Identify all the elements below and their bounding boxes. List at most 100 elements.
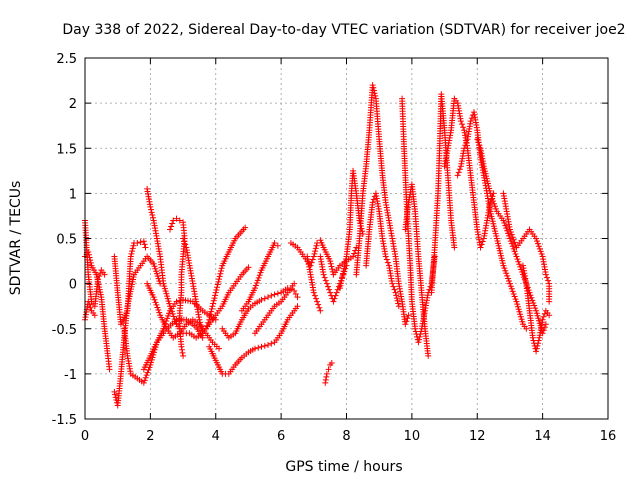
data-point [167, 305, 174, 312]
data-point [208, 308, 215, 315]
data-point [148, 206, 155, 213]
data-point [112, 391, 119, 398]
data-point [391, 286, 398, 293]
data-point [416, 333, 423, 340]
data-point [128, 250, 135, 257]
data-point [210, 297, 217, 304]
data-point [86, 301, 93, 308]
data-point [261, 295, 268, 302]
data-point [490, 198, 497, 205]
x-tick-label: 14 [534, 429, 551, 444]
data-point [537, 248, 544, 255]
data-point [532, 305, 539, 312]
data-point [217, 267, 224, 274]
data-point [533, 235, 540, 242]
data-point [510, 236, 517, 243]
data-point [461, 145, 468, 152]
series-arc-12 [206, 303, 301, 377]
data-point [141, 377, 148, 384]
data-point [96, 273, 103, 280]
data-point [169, 220, 176, 227]
data-point [251, 345, 258, 352]
series-arc-14 [238, 240, 281, 314]
data-point [538, 250, 545, 257]
data-point [511, 248, 518, 255]
data-point [321, 274, 328, 281]
data-point [323, 280, 330, 287]
data-point [416, 336, 423, 343]
data-point [500, 217, 507, 224]
data-point [519, 318, 526, 325]
grid-lines [85, 58, 608, 419]
data-point [506, 278, 513, 285]
data-point [214, 281, 221, 288]
data-point [528, 294, 535, 301]
y-tick-label: 0.5 [56, 233, 77, 248]
data-point [405, 312, 412, 319]
data-point [501, 220, 508, 227]
data-point [393, 295, 400, 302]
data-point [536, 245, 543, 252]
data-point [533, 310, 540, 317]
data-point [509, 243, 516, 250]
data-point [151, 296, 158, 303]
data-point [505, 275, 512, 282]
data-point [491, 200, 498, 207]
data-point [533, 345, 540, 352]
data-point [255, 274, 262, 281]
data-point [198, 324, 205, 331]
data-point [328, 360, 335, 367]
data-point [545, 277, 552, 284]
x-tick-label: 8 [342, 429, 350, 444]
data-point [170, 313, 177, 320]
data-point [415, 339, 422, 346]
data-point [180, 352, 187, 359]
data-point [258, 296, 265, 303]
data-point [163, 318, 170, 325]
data-point [152, 299, 159, 306]
series-arc-24 [402, 181, 432, 359]
data-point [181, 238, 188, 245]
data-point [140, 238, 147, 245]
data-point [476, 142, 483, 149]
data-point [161, 283, 168, 290]
data-point [211, 295, 218, 302]
data-point [214, 284, 221, 291]
data-point [511, 293, 518, 300]
data-point [312, 245, 319, 252]
data-point [533, 307, 540, 314]
data-point [154, 304, 161, 311]
data-point [529, 334, 536, 341]
data-point [478, 241, 485, 248]
data-point [425, 352, 432, 359]
data-point [294, 303, 301, 310]
data-point [542, 321, 549, 328]
data-point [390, 283, 397, 290]
data-point [106, 366, 113, 373]
data-point [509, 288, 516, 295]
data-point [196, 316, 203, 323]
y-tick-label: 1.5 [56, 142, 77, 157]
data-point [155, 307, 162, 314]
data-point [326, 286, 333, 293]
data-point [393, 292, 400, 299]
data-point [477, 244, 484, 251]
data-point [504, 272, 511, 279]
data-point [245, 264, 252, 271]
data-point [265, 294, 272, 301]
data-point [540, 313, 547, 320]
data-point [312, 248, 319, 255]
data-point [212, 292, 219, 299]
data-point [87, 259, 94, 266]
data-point [517, 263, 524, 270]
data-point [168, 223, 175, 230]
series-arc-20 [336, 167, 366, 292]
data-point [134, 240, 141, 247]
data-point [512, 296, 519, 303]
data-point [535, 315, 542, 322]
data-point [535, 243, 542, 250]
data-point [274, 290, 281, 297]
data-point [97, 270, 104, 277]
data-point [502, 222, 509, 229]
data-point [518, 316, 525, 323]
